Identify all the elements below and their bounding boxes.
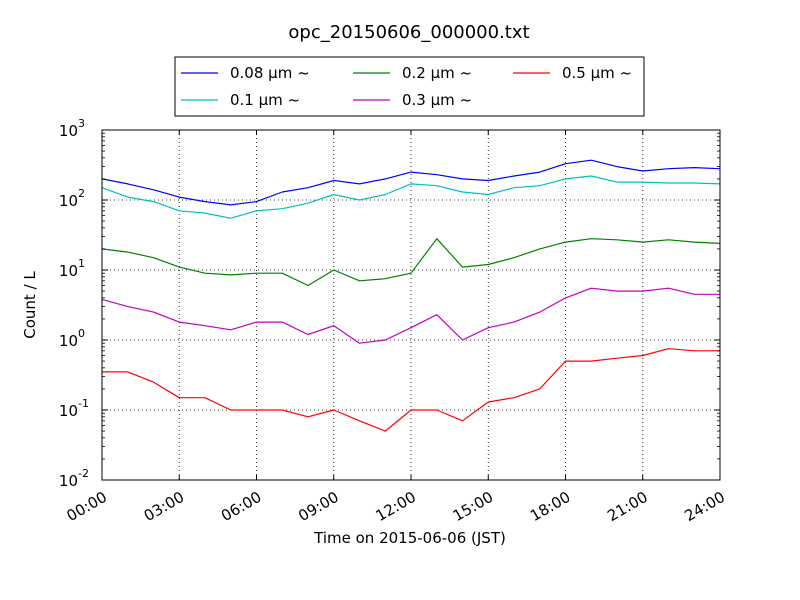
x-tick-label: 24:00 — [682, 488, 728, 525]
x-tick-label: 18:00 — [527, 488, 573, 525]
legend-item: 0.08 μm ~ — [181, 64, 310, 82]
y-tick-base: 10 — [59, 262, 78, 280]
y-tick-exponent: -2 — [78, 467, 89, 480]
series-line-1 — [101, 175, 721, 219]
x-tick-label: 21:00 — [604, 488, 650, 525]
x-tick-label: 15:00 — [450, 488, 496, 525]
y-tick-base: 10 — [59, 332, 78, 350]
series-line-2 — [101, 238, 721, 287]
series-line-3 — [101, 287, 720, 344]
x-tick-label: 03:00 — [141, 488, 187, 525]
y-tick-base: 10 — [59, 402, 78, 420]
x-tick-label: 09:00 — [295, 488, 341, 525]
y-tick-label: 10 3 — [59, 117, 85, 140]
chart-title: opc_20150606_000000.txt — [288, 22, 529, 43]
y-tick-exponent: 2 — [78, 187, 85, 200]
legend-label: 0.1 μm ~ — [230, 91, 300, 109]
ticks — [101, 129, 721, 481]
y-tick-base: 10 — [59, 192, 78, 210]
y-tick-label: 10 -2 — [59, 467, 89, 490]
x-tick-label: 06:00 — [218, 488, 264, 525]
y-tick-label: 10 2 — [59, 187, 85, 210]
legend-label: 0.5 μm ~ — [562, 64, 632, 82]
legend-box — [174, 56, 645, 117]
x-tick-label: 12:00 — [373, 488, 419, 525]
x-tick-labels: 00:00 03:00 06:00 09:00 12:00 15:00 18:00 21:00… — [64, 488, 728, 525]
legend: 0.08 μm ~ 0.1 μm ~ 0.2 μm ~ 0.3 μm ~ 0.5 μm … — [174, 56, 645, 117]
series-line-0 — [101, 159, 721, 206]
y-axis-label: Count / L — [21, 271, 39, 339]
y-tick-exponent: 0 — [78, 327, 85, 340]
legend-label: 0.3 μm ~ — [402, 91, 472, 109]
y-tick-label: 10 0 — [59, 327, 85, 350]
x-tick-label: 00:00 — [64, 488, 110, 525]
legend-item: 0.1 μm ~ — [181, 91, 300, 109]
x-axis-label: Time on 2015-06-06 (JST) — [313, 529, 506, 547]
legend-item: 0.3 μm ~ — [353, 91, 472, 109]
y-tick-base: 10 — [59, 472, 78, 490]
y-tick-base: 10 — [59, 122, 78, 140]
y-tick-label: 10 -1 — [59, 397, 89, 420]
series-layer — [101, 159, 721, 432]
y-tick-label: 10 1 — [59, 257, 85, 280]
series-line-4 — [102, 348, 720, 432]
legend-item: 0.5 μm ~ — [513, 64, 632, 82]
legend-item: 0.2 μm ~ — [353, 64, 472, 82]
legend-label: 0.2 μm ~ — [402, 64, 472, 82]
y-tick-exponent: 3 — [78, 117, 85, 130]
y-tick-exponent: -1 — [78, 397, 89, 410]
legend-label: 0.08 μm ~ — [230, 64, 310, 82]
y-tick-exponent: 1 — [78, 257, 85, 270]
